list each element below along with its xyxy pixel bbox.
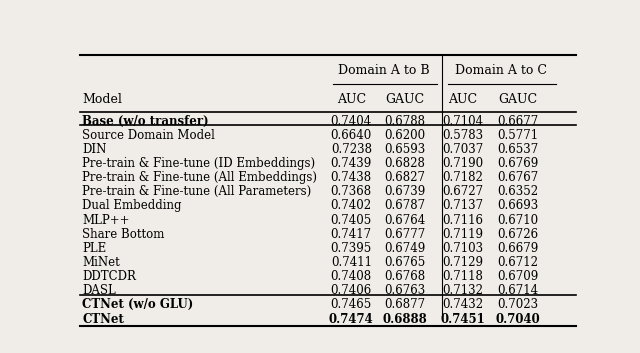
Text: 0.6827: 0.6827: [385, 171, 426, 184]
Text: 0.7037: 0.7037: [442, 143, 484, 156]
Text: 0.6710: 0.6710: [497, 214, 538, 227]
Text: AUC: AUC: [449, 93, 477, 106]
Text: 0.6767: 0.6767: [497, 171, 538, 184]
Text: 0.7116: 0.7116: [442, 214, 483, 227]
Text: 0.6679: 0.6679: [497, 242, 538, 255]
Text: 0.5783: 0.5783: [442, 129, 483, 142]
Text: 0.6709: 0.6709: [497, 270, 538, 283]
Text: 0.7119: 0.7119: [442, 228, 483, 241]
Text: 0.7182: 0.7182: [442, 171, 483, 184]
Text: 0.7368: 0.7368: [331, 185, 372, 198]
Text: Share Bottom: Share Bottom: [83, 228, 165, 241]
Text: 0.7438: 0.7438: [331, 171, 372, 184]
Text: 0.6877: 0.6877: [384, 298, 426, 311]
Text: CTNet (w/o GLU): CTNet (w/o GLU): [83, 298, 194, 311]
Text: 0.7402: 0.7402: [331, 199, 372, 213]
Text: 0.6593: 0.6593: [384, 143, 426, 156]
Text: CTNet: CTNet: [83, 312, 124, 325]
Text: DDTCDR: DDTCDR: [83, 270, 136, 283]
Text: GAUC: GAUC: [498, 93, 537, 106]
Text: 0.7432: 0.7432: [442, 298, 483, 311]
Text: PLE: PLE: [83, 242, 107, 255]
Text: 0.6788: 0.6788: [385, 115, 426, 128]
Text: MLP++: MLP++: [83, 214, 130, 227]
Text: 0.6749: 0.6749: [384, 242, 426, 255]
Text: 0.6777: 0.6777: [384, 228, 426, 241]
Text: 0.7040: 0.7040: [495, 312, 540, 325]
Text: 0.7137: 0.7137: [442, 199, 483, 213]
Text: 0.6787: 0.6787: [384, 199, 426, 213]
Text: 0.6200: 0.6200: [384, 129, 426, 142]
Text: 0.7411: 0.7411: [331, 256, 372, 269]
Text: MiNet: MiNet: [83, 256, 120, 269]
Text: 0.7395: 0.7395: [331, 242, 372, 255]
Text: 0.6763: 0.6763: [384, 284, 426, 297]
Text: Model: Model: [83, 93, 122, 106]
Text: 0.5771: 0.5771: [497, 129, 538, 142]
Text: 0.6726: 0.6726: [497, 228, 538, 241]
Text: 0.7439: 0.7439: [331, 157, 372, 170]
Text: 0.6640: 0.6640: [331, 129, 372, 142]
Text: 0.7118: 0.7118: [442, 270, 483, 283]
Text: 0.6765: 0.6765: [384, 256, 426, 269]
Text: 0.7405: 0.7405: [331, 214, 372, 227]
Text: 0.7023: 0.7023: [497, 298, 538, 311]
Text: DASL: DASL: [83, 284, 116, 297]
Text: 0.7465: 0.7465: [331, 298, 372, 311]
Text: 0.7406: 0.7406: [331, 284, 372, 297]
Text: 0.7103: 0.7103: [442, 242, 483, 255]
Text: 0.6714: 0.6714: [497, 284, 538, 297]
Text: 0.6352: 0.6352: [497, 185, 538, 198]
Text: 0.6768: 0.6768: [384, 270, 426, 283]
Text: 0.6693: 0.6693: [497, 199, 538, 213]
Text: Domain A to B: Domain A to B: [338, 64, 429, 77]
Text: Source Domain Model: Source Domain Model: [83, 129, 215, 142]
Text: Pre-train & Fine-tune (ID Embeddings): Pre-train & Fine-tune (ID Embeddings): [83, 157, 316, 170]
Text: Pre-train & Fine-tune (All Parameters): Pre-train & Fine-tune (All Parameters): [83, 185, 312, 198]
Text: 0.7129: 0.7129: [442, 256, 483, 269]
Text: 0.6712: 0.6712: [497, 256, 538, 269]
Text: 0.7451: 0.7451: [440, 312, 485, 325]
Text: 0.7190: 0.7190: [442, 157, 483, 170]
Text: 0.7417: 0.7417: [331, 228, 372, 241]
Text: 0.7132: 0.7132: [442, 284, 483, 297]
Text: DIN: DIN: [83, 143, 107, 156]
Text: 0.7104: 0.7104: [442, 115, 483, 128]
Text: 0.6764: 0.6764: [384, 214, 426, 227]
Text: 0.6537: 0.6537: [497, 143, 538, 156]
Text: Domain A to C: Domain A to C: [454, 64, 547, 77]
Text: 0.6769: 0.6769: [497, 157, 538, 170]
Text: Dual Embedding: Dual Embedding: [83, 199, 182, 213]
Text: Pre-train & Fine-tune (All Embeddings): Pre-train & Fine-tune (All Embeddings): [83, 171, 317, 184]
Text: 0.6828: 0.6828: [385, 157, 426, 170]
Text: Base (w/o transfer): Base (w/o transfer): [83, 115, 209, 128]
Text: 0.6727: 0.6727: [442, 185, 483, 198]
Text: 0.7238: 0.7238: [331, 143, 372, 156]
Text: 0.6888: 0.6888: [383, 312, 428, 325]
Text: GAUC: GAUC: [385, 93, 424, 106]
Text: 0.6739: 0.6739: [384, 185, 426, 198]
Text: 0.7474: 0.7474: [329, 312, 374, 325]
Text: 0.7404: 0.7404: [331, 115, 372, 128]
Text: 0.6677: 0.6677: [497, 115, 538, 128]
Text: 0.7408: 0.7408: [331, 270, 372, 283]
Text: AUC: AUC: [337, 93, 366, 106]
